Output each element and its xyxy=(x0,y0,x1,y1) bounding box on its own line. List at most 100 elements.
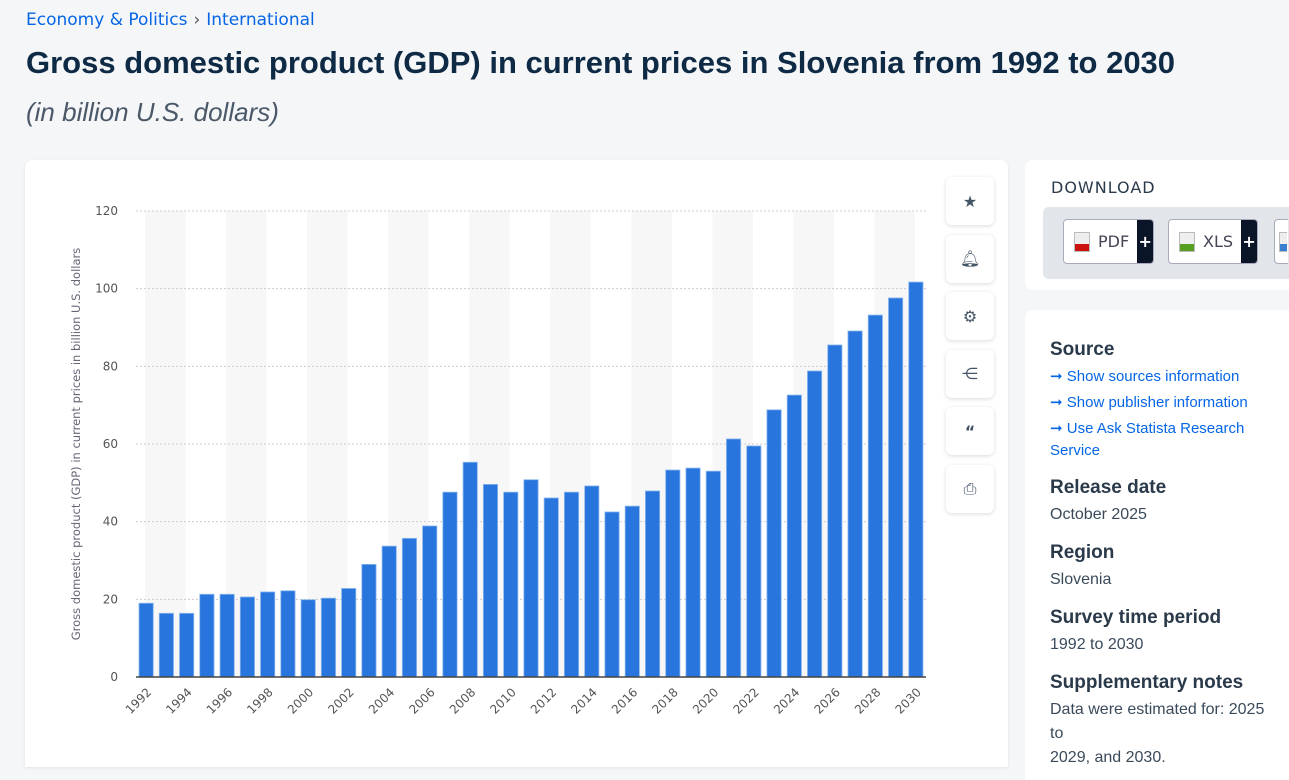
bar-2015 xyxy=(604,511,620,678)
download-xls-button[interactable]: XLS + xyxy=(1168,219,1259,264)
x-tick-label: 2018 xyxy=(649,685,680,716)
y-tick-label: 40 xyxy=(103,515,118,529)
bar-2011 xyxy=(523,479,539,678)
bar-1998 xyxy=(260,591,276,678)
pdf-plus-button[interactable]: + xyxy=(1137,220,1154,263)
x-tick-label: 2026 xyxy=(811,685,842,716)
x-tick-label: 2014 xyxy=(568,685,599,716)
x-tick-label: 1996 xyxy=(204,685,235,716)
bar-2018 xyxy=(665,469,681,678)
bar-2021 xyxy=(726,438,742,678)
bar-2009 xyxy=(482,483,499,678)
y-tick-label: 100 xyxy=(95,282,118,296)
bar-2028 xyxy=(867,314,883,678)
bar-2017 xyxy=(645,490,661,678)
info-panel: Source ➞ Show sources information ➞ Show… xyxy=(1025,310,1289,780)
show-publisher-link[interactable]: ➞ Show publisher information xyxy=(1050,394,1248,411)
x-tick-label: 2020 xyxy=(690,685,721,716)
bar-1996 xyxy=(219,593,235,678)
bar-2008 xyxy=(462,461,478,678)
x-tick-label: 1998 xyxy=(244,685,275,716)
notify-button[interactable]: 🔔︎ xyxy=(946,234,994,283)
bar-2002 xyxy=(341,588,357,678)
y-tick-label: 80 xyxy=(103,359,118,373)
image-file-icon xyxy=(1279,231,1287,252)
breadcrumb-separator: › xyxy=(193,10,201,30)
bar-2001 xyxy=(320,597,336,678)
xls-plus-button[interactable]: + xyxy=(1241,220,1258,263)
breadcrumb: Economy & Politics › International xyxy=(26,10,315,30)
y-tick-label: 120 xyxy=(95,204,118,218)
download-bar: PDF + XLS + xyxy=(1043,207,1289,279)
x-tick-label: 2008 xyxy=(447,685,478,716)
ask-statista-link[interactable]: ➞ Use Ask Statista Research Service xyxy=(1050,420,1245,459)
page-title: Gross domestic product (GDP) in current … xyxy=(26,45,1176,80)
y-tick-label: 60 xyxy=(103,437,118,451)
bar-2014 xyxy=(584,485,600,678)
bar-1992 xyxy=(138,602,154,678)
bar-1994 xyxy=(179,612,195,678)
y-axis-label: Gross domestic product (GDP) in current … xyxy=(69,248,83,641)
download-heading: DOWNLOAD xyxy=(1051,178,1156,197)
settings-button[interactable]: ⚙ xyxy=(946,292,994,340)
notes-line-1: Data were estimated for: 2025 to xyxy=(1050,701,1265,742)
period-heading: Survey time period xyxy=(1050,607,1222,628)
bar-2029 xyxy=(888,297,904,678)
bar-2006 xyxy=(422,525,438,678)
bar-2007 xyxy=(442,491,458,678)
download-pdf-button[interactable]: PDF + xyxy=(1063,219,1155,264)
bar-2000 xyxy=(300,599,316,678)
bar-2026 xyxy=(827,344,843,678)
release-date: October 2025 xyxy=(1050,506,1147,523)
bar-2025 xyxy=(807,370,823,678)
x-tick-label: 2030 xyxy=(892,685,923,716)
bar-2005 xyxy=(401,537,417,678)
pdf-label: PDF xyxy=(1098,232,1130,251)
bar-2023 xyxy=(766,409,782,678)
quote-icon: “ xyxy=(964,421,976,441)
bar-2012 xyxy=(543,497,559,678)
bar-2027 xyxy=(847,330,863,678)
bar-1995 xyxy=(199,593,215,678)
download-panel: DOWNLOAD PDF + XLS + xyxy=(1025,160,1289,290)
xls-label: XLS xyxy=(1203,232,1234,251)
share-icon: ⋲ xyxy=(962,364,978,383)
region-value: Slovenia xyxy=(1050,571,1112,588)
breadcrumb-international[interactable]: International xyxy=(206,10,315,30)
cite-button[interactable]: “ xyxy=(946,407,994,455)
bar-2019 xyxy=(685,467,701,678)
bar-2022 xyxy=(746,445,762,678)
download-image-button[interactable] xyxy=(1274,219,1288,264)
x-tick-label: 2010 xyxy=(487,685,518,716)
bar-2016 xyxy=(624,505,640,678)
bar-2030 xyxy=(908,281,924,678)
y-tick-label: 20 xyxy=(103,592,118,606)
bar-1999 xyxy=(280,590,296,678)
x-tick-label: 2028 xyxy=(852,685,883,716)
x-tick-label: 2006 xyxy=(406,685,437,716)
chart-toolbar: ★ 🔔︎ ⚙ ⋲ “ ⎙ xyxy=(946,177,994,522)
xls-file-icon xyxy=(1179,231,1195,252)
bar-2010 xyxy=(503,491,519,678)
print-icon: ⎙ xyxy=(963,478,977,498)
gear-icon: ⚙ xyxy=(962,306,978,326)
bar-2024 xyxy=(786,394,802,678)
print-button[interactable]: ⎙ xyxy=(946,464,994,513)
bar-2020 xyxy=(705,470,721,678)
x-tick-label: 2024 xyxy=(771,685,802,716)
notes-heading: Supplementary notes xyxy=(1050,672,1244,693)
share-button[interactable]: ⋲ xyxy=(946,349,994,398)
bar-1997 xyxy=(239,596,255,678)
favorite-button[interactable]: ★ xyxy=(946,177,994,225)
x-tick-label: 2002 xyxy=(325,685,356,716)
bar-1993 xyxy=(158,612,174,678)
x-tick-label: 2016 xyxy=(609,685,640,716)
pdf-file-icon xyxy=(1074,231,1090,252)
notes-line-2: 2029, and 2030. xyxy=(1050,749,1166,766)
x-tick-label: 1992 xyxy=(123,685,154,716)
source-heading: Source xyxy=(1050,339,1115,360)
show-sources-link[interactable]: ➞ Show sources information xyxy=(1050,368,1240,385)
bar-chart: 0 20 40 60 80 100 120 1992 1994 1996 1998 2000 2002 2… xyxy=(69,204,926,717)
breadcrumb-economy[interactable]: Economy & Politics xyxy=(26,10,188,30)
release-heading: Release date xyxy=(1050,477,1167,498)
